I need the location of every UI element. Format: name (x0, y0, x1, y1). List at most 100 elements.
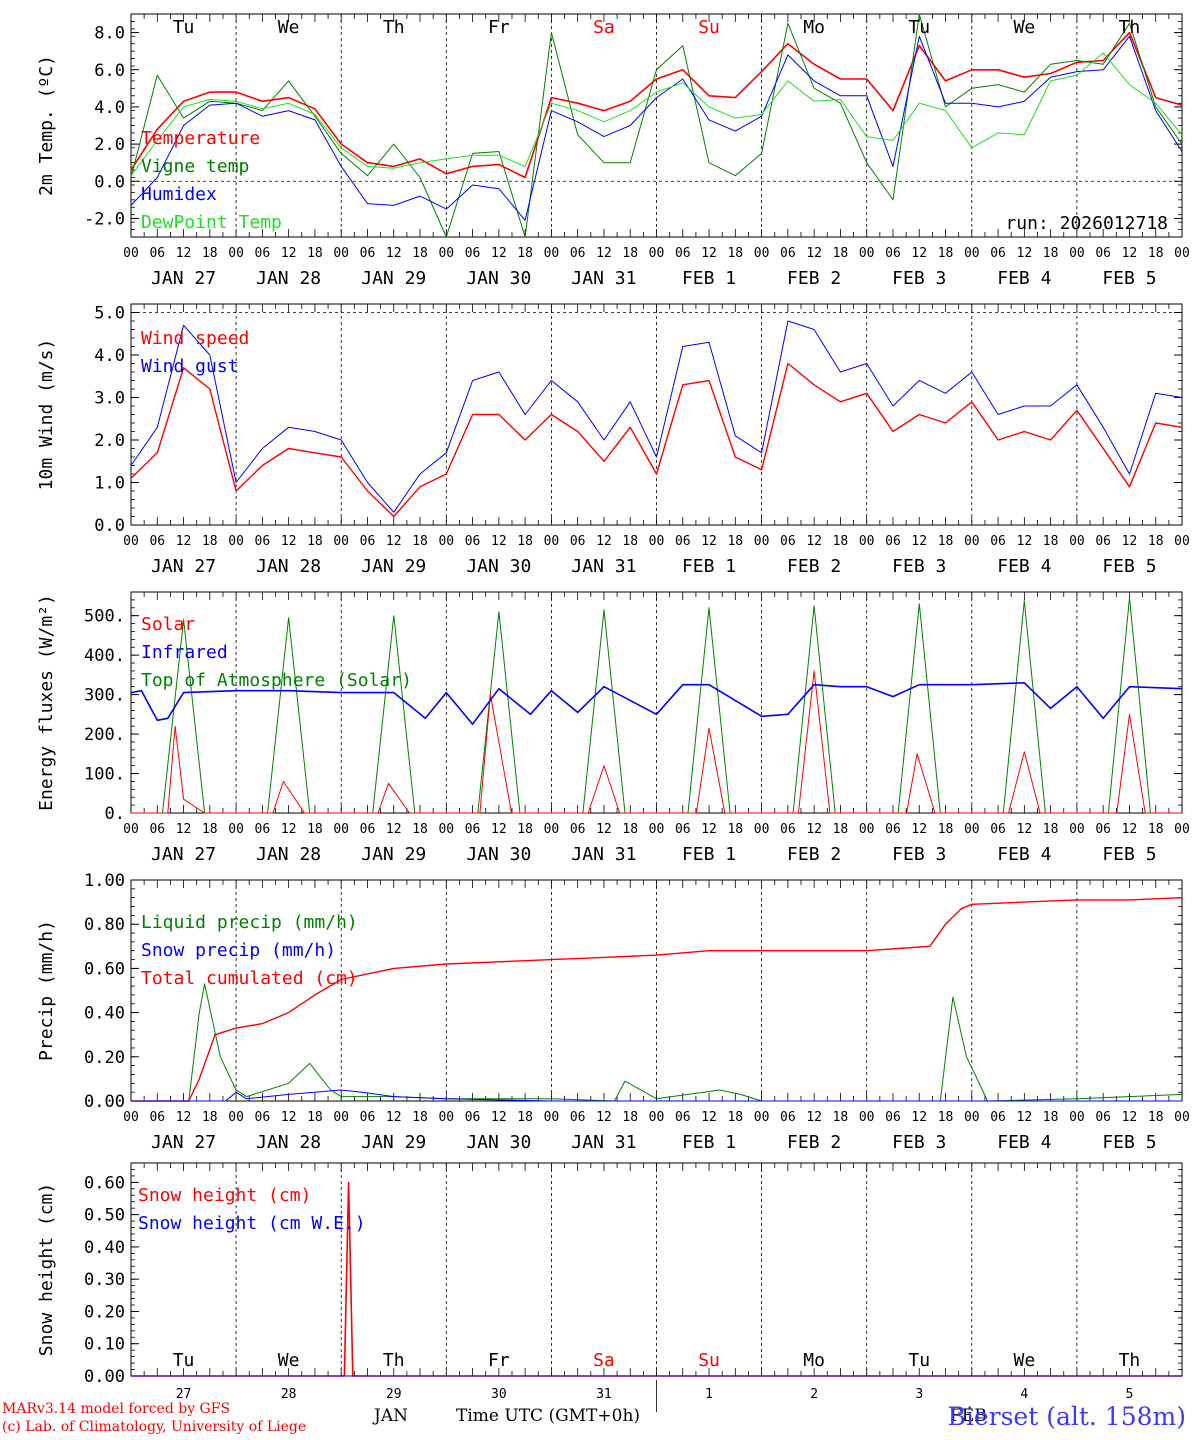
hour-tick-label: 18 (938, 246, 954, 261)
panel-3 (130, 591, 1183, 814)
hour-tick-label: 00 (123, 246, 139, 261)
weekday-label: Mo (803, 1350, 825, 1371)
hour-tick-label: 12 (1017, 822, 1033, 837)
hour-tick-label: 18 (412, 822, 428, 837)
y-axis-label: 10m Wind (m/s) (36, 339, 57, 491)
hour-tick-label: 00 (1069, 1110, 1085, 1125)
weekday-label: Th (383, 17, 405, 38)
panel-4 (130, 879, 1183, 1102)
hour-tick-label: 12 (701, 246, 717, 261)
hour-tick-label: 18 (1148, 1110, 1164, 1125)
day-label: JAN 30 (466, 844, 531, 865)
y-tick-label: 2.0 (94, 431, 125, 451)
hour-tick-label: 18 (1043, 822, 1059, 837)
hour-tick-label: 18 (412, 246, 428, 261)
weekday-label: Tu (908, 1350, 930, 1371)
hour-tick-label: 00 (1174, 246, 1190, 261)
hour-tick-label: 00 (228, 534, 244, 549)
hour-tick-label: 06 (885, 246, 901, 261)
weekday-label: Th (383, 1350, 405, 1371)
hour-tick-label: 00 (964, 822, 980, 837)
day-label: JAN 31 (571, 1132, 636, 1153)
y-tick-label: 5.0 (94, 304, 125, 324)
day-label: JAN 29 (361, 844, 426, 865)
legend-entry: Solar (141, 614, 195, 635)
day-label: JAN 28 (256, 1132, 321, 1153)
hour-tick-label: 00 (1069, 822, 1085, 837)
hour-tick-label: 12 (1122, 534, 1138, 549)
hour-tick-label: 18 (202, 822, 218, 837)
weekday-label: Su (698, 1350, 720, 1371)
hour-tick-label: 18 (202, 1110, 218, 1125)
y-tick-label: 4.0 (94, 346, 125, 366)
y-tick-label: 100. (84, 765, 125, 785)
hour-tick-label: 12 (386, 246, 402, 261)
y-tick-label: 0.20 (84, 1302, 125, 1322)
hour-tick-label: 00 (438, 1110, 454, 1125)
hour-tick-label: 12 (596, 822, 612, 837)
weekday-label: We (1014, 17, 1036, 38)
y-tick-label: 0.60 (84, 1173, 125, 1193)
hour-tick-label: 18 (622, 822, 638, 837)
hour-tick-label: 18 (938, 822, 954, 837)
hour-tick-label: 18 (307, 1110, 323, 1125)
hour-tick-label: 00 (649, 822, 665, 837)
hour-tick-label: 18 (622, 246, 638, 261)
hour-tick-label: 18 (412, 1110, 428, 1125)
weekday-label: Tu (908, 17, 930, 38)
hour-tick-label: 18 (1148, 822, 1164, 837)
y-tick-label: 0.40 (84, 1004, 125, 1024)
day-label: JAN 27 (151, 1132, 216, 1153)
hour-tick-label: 12 (911, 534, 927, 549)
hour-tick-label: 06 (360, 534, 376, 549)
y-tick-label: 0.60 (84, 959, 125, 979)
hour-tick-label: 00 (544, 534, 560, 549)
y-tick-label: 1.00 (84, 871, 125, 891)
hour-tick-label: 00 (228, 822, 244, 837)
panel-2 (130, 303, 1183, 526)
hour-tick-label: 12 (491, 534, 507, 549)
hour-tick-label: 12 (806, 534, 822, 549)
hour-tick-label: 06 (780, 1110, 796, 1125)
day-label: JAN 31 (571, 556, 636, 577)
day-number-label: 28 (281, 1387, 297, 1402)
hour-tick-label: 18 (727, 822, 743, 837)
hour-tick-label: 06 (465, 1110, 481, 1125)
panel-5 (130, 1162, 1183, 1377)
hour-tick-label: 06 (675, 1110, 691, 1125)
hour-tick-label: 06 (780, 822, 796, 837)
y-axis-label: Snow height (cm) (36, 1183, 57, 1356)
footer-lab: (c) Lab. of Climatology, University of L… (2, 1419, 307, 1435)
footer-time-axis-label: Time UTC (GMT+0h) (456, 1406, 641, 1426)
weekday-label: Tu (173, 1350, 195, 1371)
day-label: FEB 1 (682, 556, 736, 577)
legend-entry: Temperature (141, 128, 260, 149)
hour-tick-label: 18 (202, 246, 218, 261)
hour-tick-label: 00 (544, 1110, 560, 1125)
y-tick-label: 0.0 (94, 172, 125, 192)
hour-tick-label: 18 (938, 534, 954, 549)
y-tick-label: 2.0 (94, 135, 125, 155)
hour-tick-label: 12 (596, 534, 612, 549)
y-tick-label: 0.40 (84, 1238, 125, 1258)
legend-entry: Infrared (141, 642, 228, 663)
y-tick-label: 400. (84, 646, 125, 666)
hour-tick-label: 06 (255, 246, 271, 261)
y-tick-label: 0.00 (84, 1367, 125, 1387)
day-label: JAN 30 (466, 268, 531, 289)
hour-tick-label: 00 (649, 246, 665, 261)
hour-tick-label: 00 (964, 246, 980, 261)
weekday-label: We (278, 1350, 300, 1371)
series-line-total-cumulated-cm- (131, 897, 1183, 1102)
hour-tick-label: 12 (281, 822, 297, 837)
hour-tick-label: 00 (754, 534, 770, 549)
hour-tick-label: 12 (806, 1110, 822, 1125)
hour-tick-label: 18 (517, 822, 533, 837)
day-label: JAN 31 (571, 268, 636, 289)
hour-tick-label: 12 (176, 1110, 192, 1125)
day-number-label: 1 (705, 1387, 713, 1402)
day-label: JAN 29 (361, 556, 426, 577)
day-number-label: 4 (1020, 1387, 1028, 1402)
hour-tick-label: 06 (675, 822, 691, 837)
legend-entry: Top of Atmosphere (Solar) (141, 670, 412, 691)
